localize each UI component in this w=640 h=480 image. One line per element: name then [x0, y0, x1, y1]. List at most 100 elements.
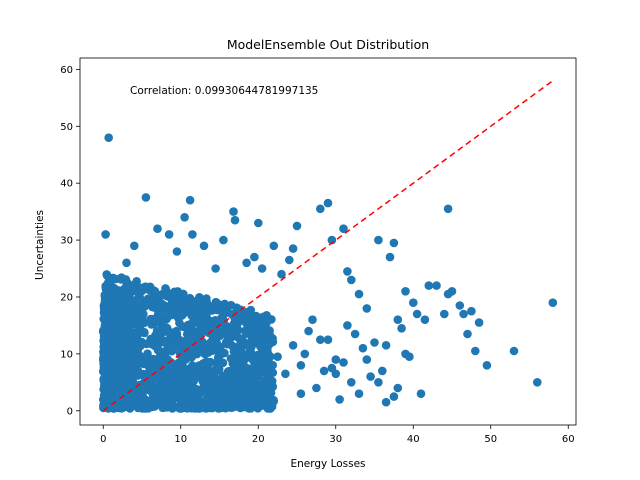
data-point [288, 244, 298, 253]
data-point [164, 230, 174, 239]
data-point [158, 303, 167, 312]
data-point [467, 306, 476, 316]
data-point [150, 286, 160, 296]
data-point [213, 305, 222, 315]
data-point [374, 235, 383, 245]
data-point [244, 310, 254, 319]
data-point [104, 388, 113, 398]
data-point [157, 289, 167, 299]
data-point [474, 318, 484, 327]
data-point [200, 376, 209, 385]
data-point [229, 320, 238, 330]
data-point [443, 204, 453, 214]
data-point [238, 334, 247, 343]
data-point [260, 399, 270, 409]
data-point [242, 258, 251, 268]
data-point [440, 309, 449, 319]
data-point [106, 304, 116, 313]
data-point [106, 381, 116, 391]
y-tick-label: 30 [60, 236, 73, 247]
data-point [316, 335, 325, 345]
data-point [253, 218, 263, 228]
data-point [253, 357, 263, 366]
x-tick-label: 40 [407, 434, 420, 445]
data-point [174, 337, 184, 346]
data-point [158, 386, 168, 395]
data-point [195, 319, 204, 329]
data-point [285, 255, 294, 265]
data-point [113, 362, 123, 372]
data-point [319, 366, 329, 376]
data-point [104, 276, 114, 286]
data-point [255, 387, 265, 397]
data-point [277, 269, 286, 279]
data-point [533, 378, 542, 387]
data-point [212, 346, 222, 356]
data-point [331, 355, 341, 364]
data-point [155, 353, 164, 362]
data-point [420, 315, 430, 325]
y-tick-label: 20 [60, 292, 73, 303]
data-point [244, 374, 253, 384]
data-point [117, 308, 127, 317]
y-tick-label: 0 [67, 406, 73, 417]
data-point [122, 258, 131, 268]
x-tick-label: 20 [252, 434, 265, 445]
x-axis: 0 10 20 30 40 50 60 [100, 425, 575, 445]
data-point [242, 386, 252, 396]
data-point [354, 389, 364, 399]
data-point [185, 195, 195, 205]
data-point [401, 287, 410, 296]
data-point [463, 329, 472, 339]
data-point [261, 392, 271, 401]
data-point [190, 363, 200, 372]
data-point [292, 221, 302, 231]
data-point [389, 392, 399, 401]
data-point [159, 397, 168, 407]
data-point [258, 325, 267, 335]
x-tick-label: 60 [562, 434, 575, 445]
data-point [296, 361, 306, 370]
data-point [180, 213, 189, 222]
data-point [374, 378, 383, 387]
data-point [184, 294, 193, 304]
data-point [362, 355, 372, 364]
data-point [175, 318, 184, 328]
points-layer [99, 133, 558, 413]
data-point [509, 346, 519, 356]
data-point [107, 370, 117, 379]
data-point [397, 324, 406, 333]
data-point [172, 247, 182, 256]
data-point [135, 381, 144, 391]
data-point [149, 383, 158, 393]
data-point [125, 299, 134, 309]
data-point [137, 314, 146, 324]
data-point [176, 385, 185, 395]
data-point [409, 298, 418, 308]
data-point [172, 393, 181, 403]
data-point [177, 347, 186, 357]
data-point [214, 364, 224, 374]
data-point [223, 395, 232, 404]
data-point [269, 397, 279, 406]
data-point [153, 224, 162, 233]
data-point [223, 333, 233, 343]
data-point [455, 301, 465, 310]
data-point [149, 374, 159, 384]
data-point [133, 403, 143, 413]
data-point [393, 315, 403, 325]
data-point [101, 295, 110, 305]
data-point [176, 311, 185, 321]
data-point [218, 311, 228, 320]
data-point [238, 349, 247, 358]
x-axis-label: Energy Losses [290, 458, 365, 470]
data-point [389, 238, 399, 248]
data-point [269, 241, 279, 251]
y-axis-label: Uncertainties [34, 210, 46, 280]
data-point [226, 354, 236, 363]
data-point [211, 316, 220, 325]
data-point [150, 398, 160, 407]
data-point [168, 377, 178, 387]
data-point [204, 304, 214, 314]
